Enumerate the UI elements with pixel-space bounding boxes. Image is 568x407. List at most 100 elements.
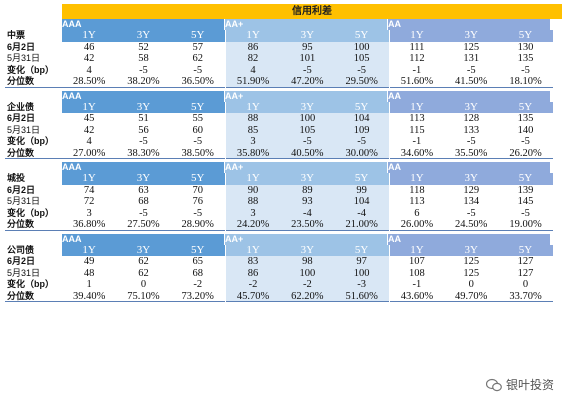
pct-value: 28.90%	[170, 219, 225, 231]
prev-value: 62	[138, 267, 149, 279]
change-value: -2	[193, 279, 203, 290]
change-row: 变化（bp） 1 0 -2 -2 -2 -3 -1 0 0	[5, 279, 563, 291]
today-value: 74	[83, 184, 95, 196]
prev-value: 76	[192, 196, 203, 207]
prev-value: 140	[517, 124, 534, 136]
rating-header-row: AAA AA+ AA	[5, 233, 563, 245]
prev-value: 101	[299, 53, 316, 64]
table-title: 信用利差	[62, 4, 563, 19]
today-value: 89	[302, 184, 313, 196]
tenor-label: 5Y	[191, 243, 205, 256]
tenor-label: 1Y	[246, 100, 260, 113]
today-value: 130	[517, 41, 534, 53]
prev-row: 5月31日 48 62 68 86 100 100 108 125 127	[5, 267, 563, 279]
pct-value: 38.30%	[116, 148, 171, 159]
change-value: -5	[193, 207, 203, 219]
section-0: AAA AA+ AA 中票 1Y 3Y 5Y 1Y 3Y 5Y 1Y 3Y 5Y 6月2日 46 52 57 86…	[5, 19, 563, 91]
today-value: 100	[353, 41, 370, 53]
prev-row-label: 5月31日	[7, 267, 41, 278]
pct-value: 39.40%	[62, 291, 117, 302]
change-value: -5	[302, 64, 312, 76]
table-title-bar: 信用利差	[5, 4, 563, 19]
empty-corner	[5, 91, 62, 102]
tenor-label: 1Y	[82, 100, 96, 113]
tenor-label: 3Y	[300, 29, 315, 41]
change-value: -2	[302, 279, 312, 290]
change-row-label: 变化（bp）	[7, 207, 54, 218]
tenor-label: 1Y	[82, 29, 96, 41]
today-value: 125	[463, 41, 480, 53]
pct-value: 41.50%	[444, 76, 499, 88]
change-value: -5	[139, 64, 148, 76]
change-value: -5	[357, 64, 366, 76]
today-value: 51	[138, 113, 149, 124]
today-value: 95	[302, 41, 313, 53]
pct-value: 35.50%	[444, 148, 499, 159]
prev-value: 127	[517, 267, 534, 279]
prev-value: 60	[192, 124, 203, 136]
change-value: -3	[357, 279, 366, 290]
tenor-label: 1Y	[410, 100, 424, 113]
prev-value: 58	[138, 53, 149, 64]
prev-value: 112	[409, 53, 425, 64]
today-value: 57	[192, 41, 203, 53]
rating-header-row: AAA AA+ AA	[5, 162, 563, 173]
pct-value: 21.00%	[334, 219, 389, 231]
prev-value: 113	[409, 196, 425, 207]
change-value: 6	[414, 207, 420, 219]
change-value: -5	[521, 64, 530, 76]
prev-value: 133	[463, 124, 480, 136]
pct-value: 27.00%	[62, 148, 117, 159]
change-value: -5	[139, 207, 148, 219]
rating-label: AA	[388, 19, 551, 30]
tenor-label: 5Y	[354, 243, 369, 256]
section-name: 城投	[7, 173, 26, 183]
tenor-label: 5Y	[518, 100, 533, 113]
section-name: 企业债	[7, 101, 35, 112]
prev-value: 72	[83, 196, 95, 207]
tenor-label: 5Y	[191, 29, 205, 41]
today-value: 139	[517, 184, 534, 196]
pct-row-label: 分位数	[5, 291, 62, 302]
prev-value: 105	[299, 124, 316, 136]
pct-value: 27.50%	[116, 219, 171, 231]
prev-value: 109	[353, 124, 370, 136]
section-1: AAA AA+ AA 企业债 1Y 3Y 5Y 1Y 3Y 5Y 1Y 3Y 5Y 6月2日 45 51 55 8…	[5, 90, 563, 163]
today-value: 65	[192, 256, 203, 267]
section-name: 中票	[7, 30, 26, 40]
today-value: 55	[192, 113, 203, 124]
pct-value: 33.70%	[498, 291, 553, 302]
tenor-label: 3Y	[464, 29, 478, 41]
prev-row: 5月31日 42 58 62 82 101 105 112 131 135	[5, 53, 563, 65]
credit-spread-table: 信用利差 AAA AA+ AA 中票 1Y 3Y 5Y 1Y 3Y 5Y 1Y 3Y 5Y 6月2日 46 5…	[5, 4, 563, 305]
rating-label: AA+	[225, 90, 388, 102]
today-value: 129	[463, 184, 480, 196]
prev-value: 145	[517, 196, 534, 207]
pct-value: 49.70%	[444, 291, 499, 302]
watermark-text: 银叶投资	[505, 378, 554, 392]
today-value: 113	[409, 113, 425, 124]
prev-row: 5月31日 42 56 60 85 105 109 115 133 140	[5, 124, 563, 136]
prev-value: 100	[353, 267, 370, 279]
today-value: 86	[247, 41, 259, 53]
pct-value: 43.60%	[389, 291, 445, 302]
tenor-label: 1Y	[82, 172, 96, 184]
pct-value: 75.10%	[116, 291, 171, 302]
prev-value: 56	[138, 124, 149, 136]
today-value: 88	[247, 113, 259, 124]
prev-row-label: 5月31日	[7, 124, 41, 135]
today-value: 70	[192, 184, 203, 196]
change-value: 3	[250, 136, 256, 147]
today-row: 6月2日 49 62 65 83 98 97 107 125 127	[5, 256, 563, 268]
prev-value: 131	[463, 53, 480, 64]
tenor-label: 1Y	[410, 172, 424, 184]
today-value: 107	[409, 256, 425, 267]
pct-row: 分位数 36.80% 27.50% 28.90% 24.20% 23.50% 21.00% 2…	[5, 219, 563, 231]
today-value: 135	[517, 113, 534, 124]
pct-value: 36.80%	[62, 219, 117, 231]
rating-header-row: AAA AA+ AA	[5, 19, 563, 30]
empty-corner	[5, 19, 62, 30]
pct-value: 30.00%	[334, 148, 389, 159]
today-value: 63	[138, 184, 149, 196]
watermark: 银叶投资	[485, 376, 554, 393]
